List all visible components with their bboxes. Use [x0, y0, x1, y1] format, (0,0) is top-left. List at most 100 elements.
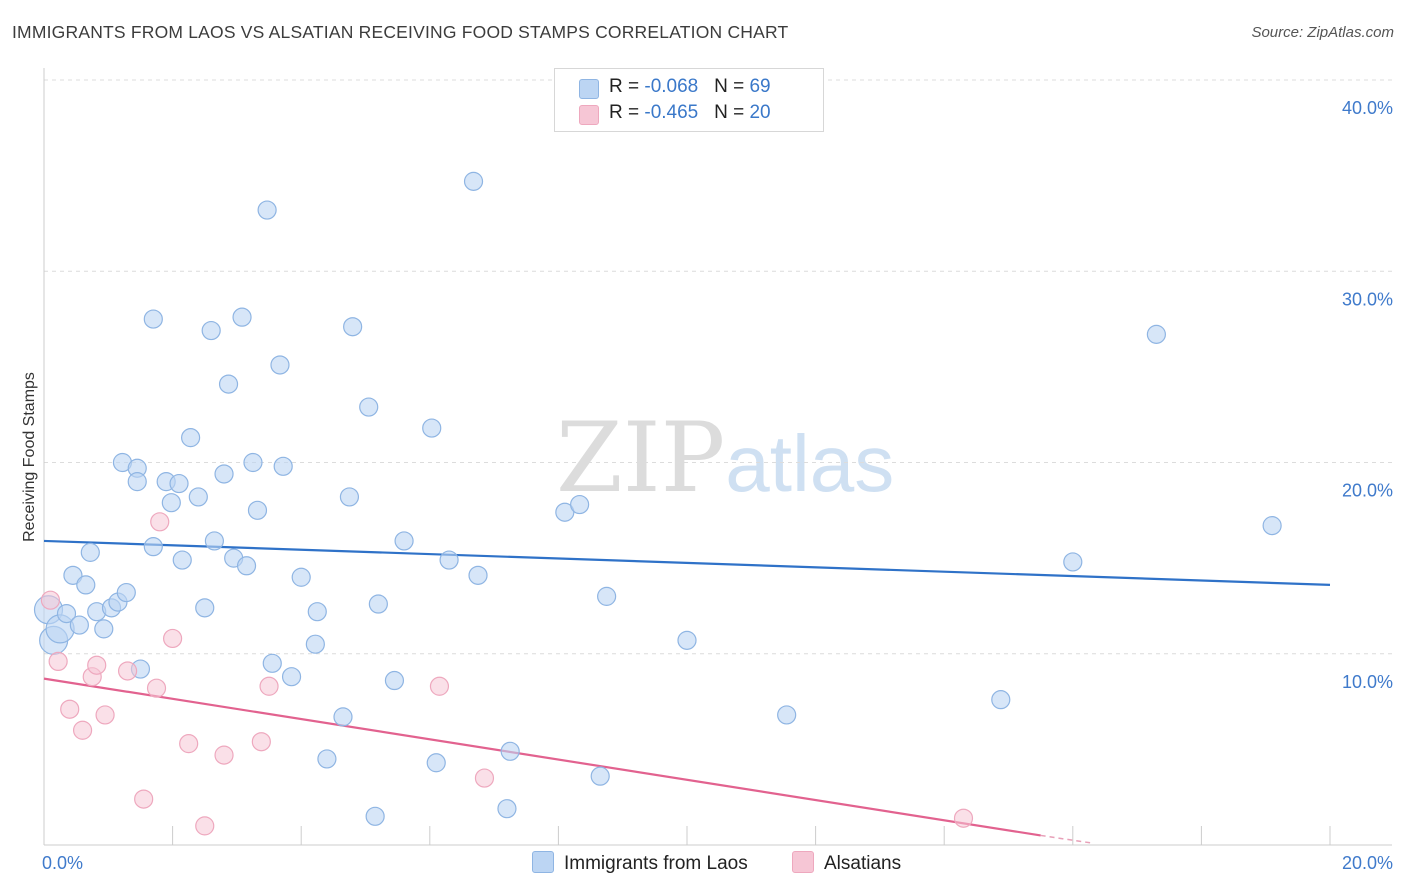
point-laos: [116, 582, 136, 603]
y-tick-label: 20.0%: [1342, 481, 1393, 501]
point-laos: [368, 594, 388, 614]
legend-swatch-alsatians: [579, 105, 599, 125]
point-laos: [169, 473, 189, 494]
point-laos: [1063, 552, 1083, 572]
y-tick-label: 40.0%: [1342, 98, 1393, 118]
point-laos: [677, 630, 697, 650]
point-alsatians: [214, 745, 234, 765]
point-laos: [273, 456, 293, 476]
label-layer: 10.0% 20.0% 30.0% 40.0% 0.0% 20.0%: [42, 98, 1393, 873]
point-laos: [204, 531, 224, 551]
chart-title: IMMIGRANTS FROM LAOS VS ALSATIAN RECEIVI…: [12, 22, 789, 42]
point-laos: [63, 565, 83, 585]
point-alsatians: [48, 651, 68, 672]
point-laos: [439, 550, 459, 570]
point-laos: [359, 397, 379, 417]
watermark: ZIPatlas: [556, 402, 894, 514]
point-alsatians: [195, 816, 215, 836]
point-laos: [236, 556, 257, 576]
point-laos: [262, 653, 282, 673]
point-laos: [365, 806, 385, 826]
bottom-legend-swatch-alsatians: [792, 851, 814, 873]
point-alsatians: [40, 590, 61, 610]
point-alsatians: [72, 720, 93, 740]
legend-n-label: N =: [714, 76, 750, 97]
point-laos: [307, 602, 327, 622]
axis-layer: [43, 68, 1392, 846]
point-laos: [201, 320, 221, 341]
point-laos: [232, 307, 252, 327]
point-laos: [218, 374, 239, 394]
y-axis-label: Receiving Food Stamps: [21, 372, 38, 542]
point-laos: [394, 531, 414, 551]
legend-n-label: N =: [714, 102, 750, 123]
point-laos: [143, 309, 163, 329]
x-tick-label-min: 0.0%: [42, 853, 83, 873]
trend-layer: [43, 539, 1331, 844]
bottom-legend-swatch-laos: [532, 851, 554, 873]
point-laos: [317, 749, 337, 769]
point-laos: [777, 705, 797, 725]
legend-r-value: -0.068: [644, 76, 699, 97]
legend-r-value: -0.465: [644, 102, 699, 123]
point-laos: [1262, 516, 1282, 536]
point-laos: [422, 418, 442, 438]
point-laos: [281, 667, 302, 687]
point-alsatians: [474, 768, 495, 788]
y-tick-label: 10.0%: [1342, 672, 1393, 692]
point-alsatians: [146, 678, 167, 698]
point-alsatians: [87, 655, 107, 675]
source-note: Source: ZipAtlas.com: [1251, 24, 1394, 41]
point-laos: [497, 799, 517, 819]
point-alsatians: [150, 512, 170, 532]
point-laos: [127, 472, 147, 492]
point-laos: [333, 707, 353, 727]
trendline-alsatians: [43, 677, 1041, 837]
point-laos: [291, 567, 311, 587]
point-laos: [257, 200, 277, 220]
point-laos: [172, 550, 192, 570]
point-laos: [143, 537, 163, 557]
point-alsatians: [60, 699, 80, 719]
point-laos: [214, 464, 234, 484]
point-laos: [305, 634, 325, 654]
point-laos: [590, 766, 610, 786]
point-alsatians: [259, 676, 279, 696]
point-laos: [570, 494, 590, 515]
y-tick-label: 30.0%: [1342, 289, 1393, 309]
point-laos: [500, 741, 520, 761]
point-laos: [247, 500, 268, 520]
bottom-legend-label-alsatians: Alsatians: [824, 853, 902, 874]
point-alsatians: [163, 628, 183, 649]
point-laos: [56, 603, 77, 624]
point-laos: [161, 493, 181, 513]
point-alsatians: [953, 808, 974, 828]
legend-swatch-laos: [579, 79, 599, 99]
point-laos: [94, 619, 114, 639]
point-laos: [188, 487, 208, 507]
point-laos: [991, 690, 1011, 710]
x-tick-label-max: 20.0%: [1342, 853, 1393, 873]
points-layer: [33, 171, 1282, 836]
bottom-legend-label-laos: Immigrants from Laos: [564, 853, 748, 874]
point-alsatians: [251, 732, 271, 752]
legend-n-value: 20: [749, 102, 771, 123]
watermark-zip: ZIP: [556, 402, 726, 514]
point-laos: [597, 586, 617, 606]
bottom-legend-alsatians[interactable]: Alsatians: [792, 851, 901, 875]
point-alsatians: [117, 661, 138, 681]
legend-r-label: R =: [609, 102, 645, 123]
bottom-legend-laos[interactable]: Immigrants from Laos: [532, 851, 748, 875]
watermark-atlas: atlas: [725, 419, 895, 508]
point-alsatians: [134, 789, 154, 809]
point-laos: [80, 542, 100, 562]
trendline-alsatians-extension: [1040, 834, 1093, 844]
point-laos: [270, 355, 290, 375]
point-laos: [1146, 324, 1166, 344]
point-laos: [468, 565, 488, 585]
point-laos: [195, 598, 215, 618]
point-laos: [76, 575, 96, 595]
point-laos: [339, 487, 360, 507]
point-laos: [181, 428, 201, 448]
